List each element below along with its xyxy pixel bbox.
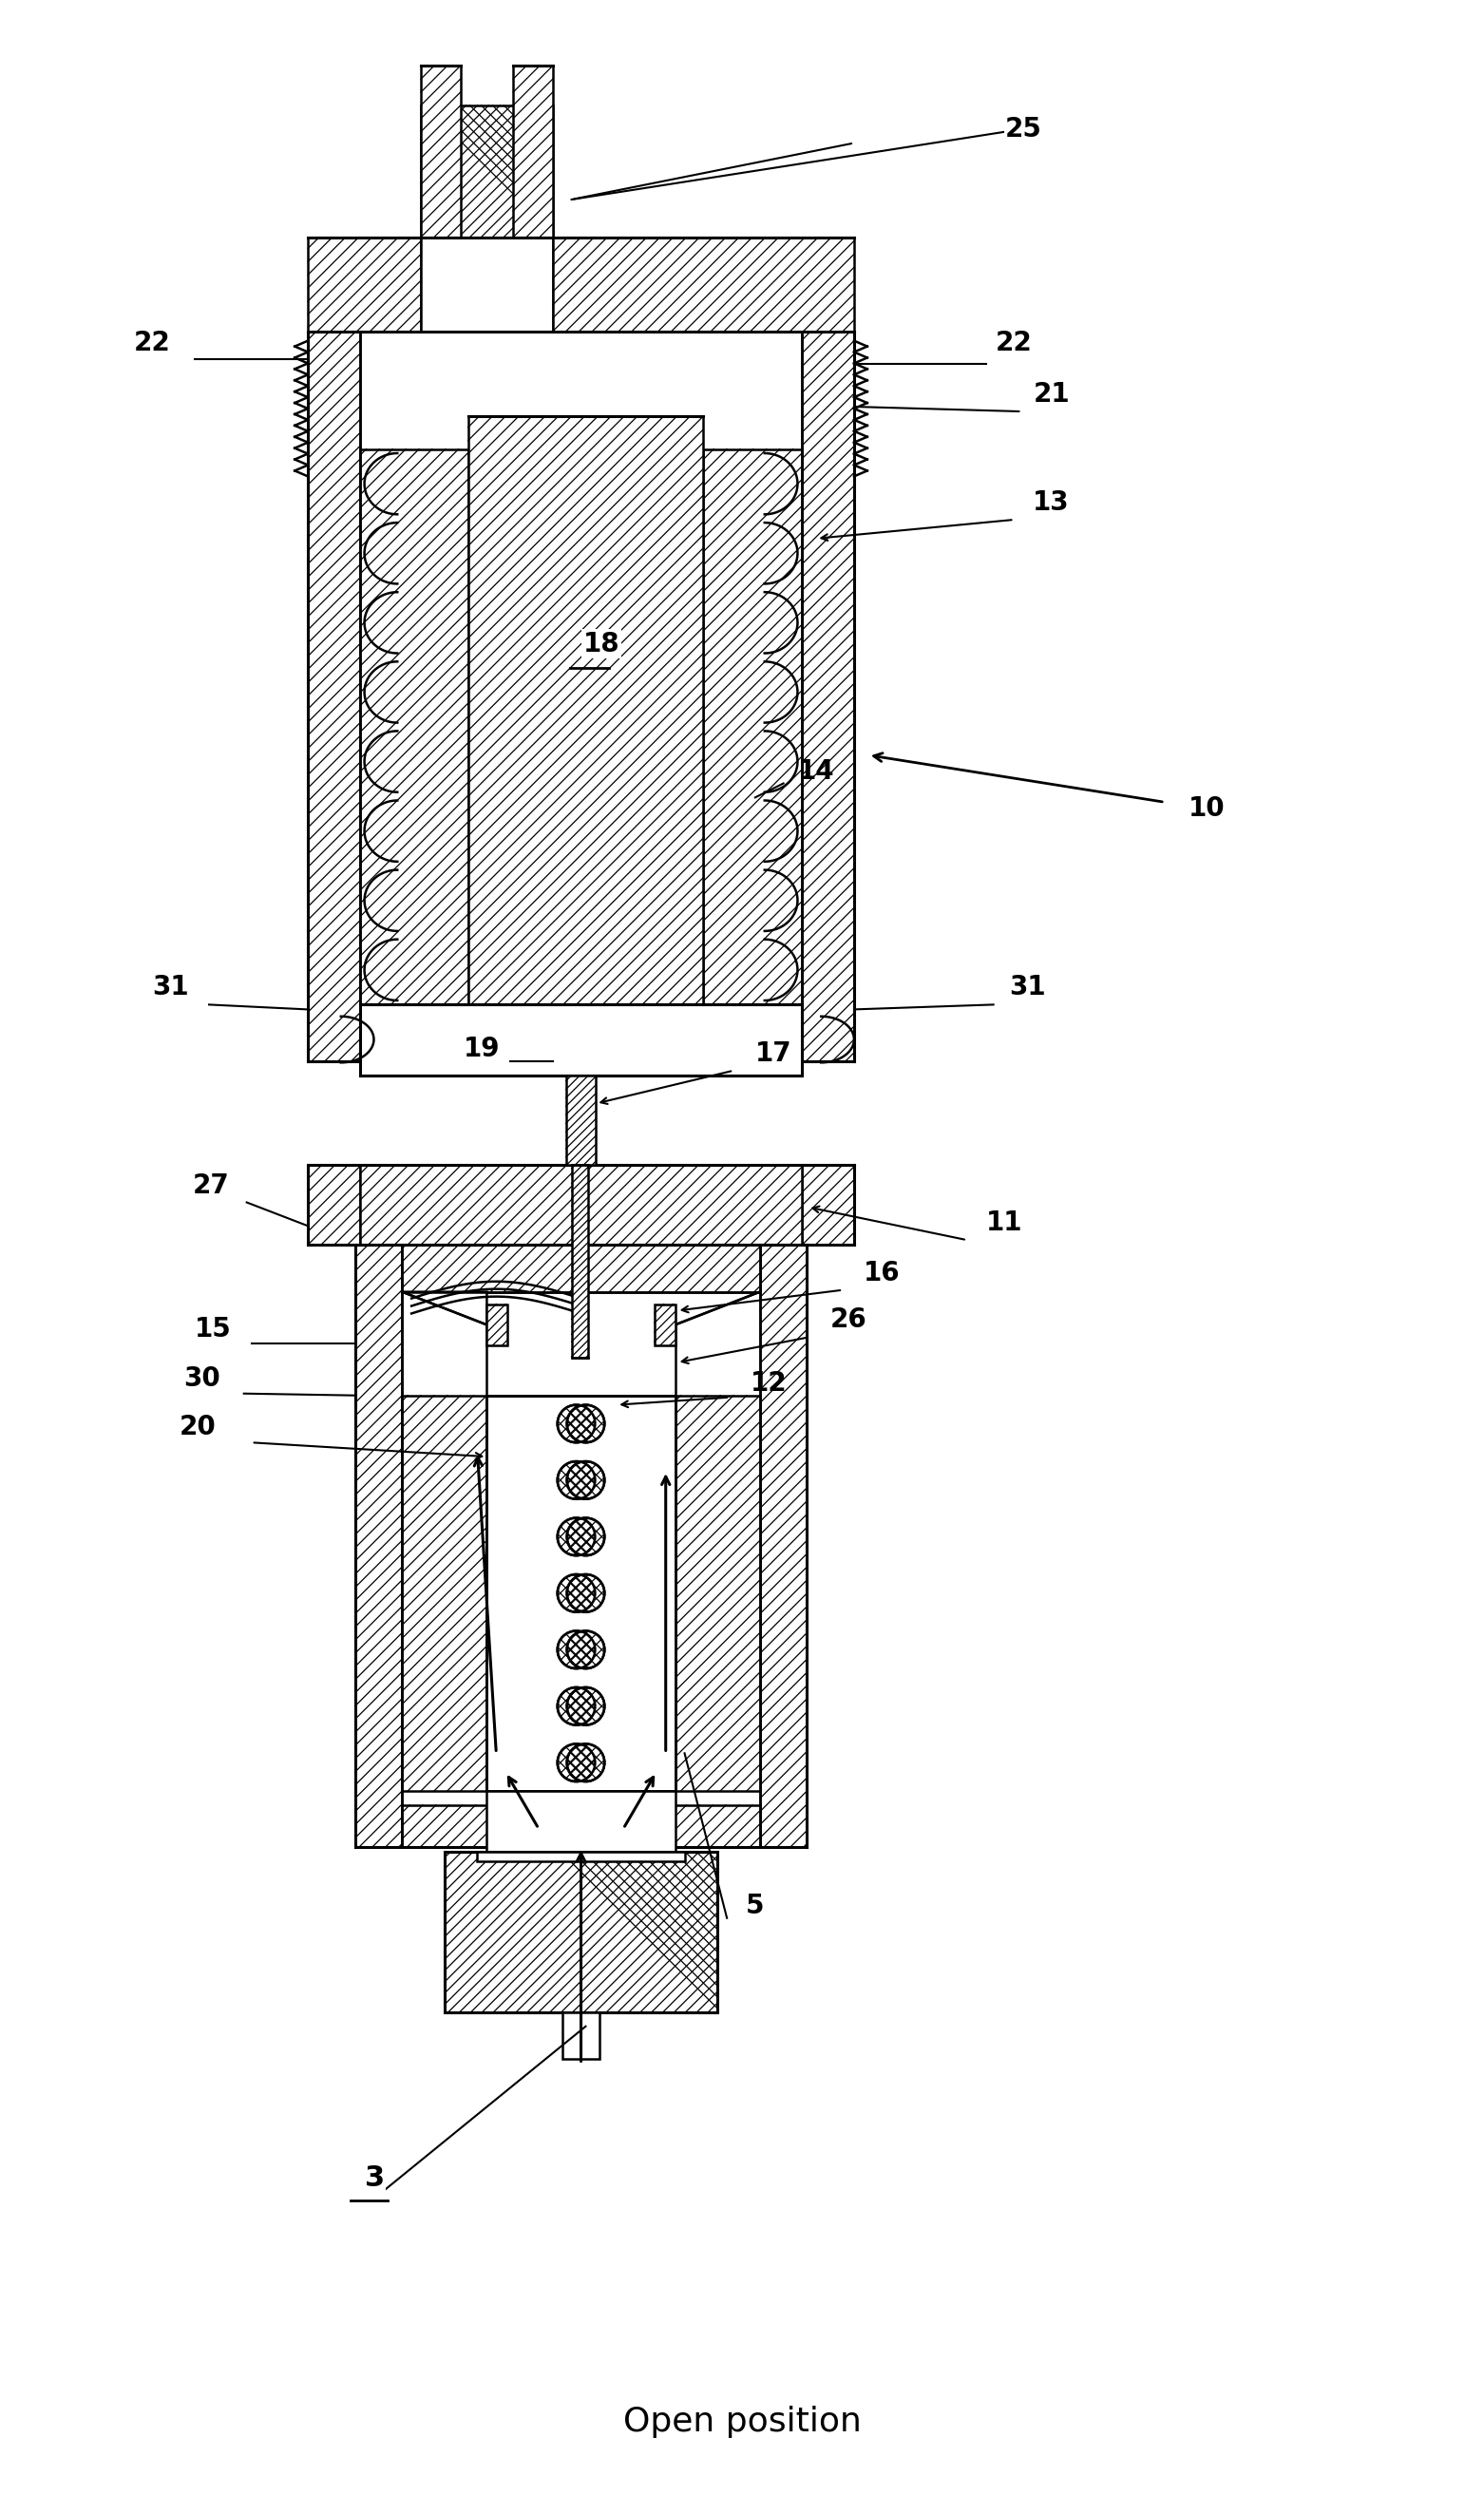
- Bar: [487, 1790, 675, 1853]
- Text: 14: 14: [797, 757, 834, 784]
- Text: 20: 20: [180, 1413, 215, 1441]
- Text: 5: 5: [746, 1893, 764, 1918]
- Bar: [402, 1395, 487, 1790]
- Text: 16: 16: [864, 1260, 901, 1287]
- Text: 17: 17: [755, 1041, 792, 1066]
- Text: Open position: Open position: [623, 2406, 861, 2439]
- Bar: [803, 332, 855, 1061]
- Bar: [487, 1395, 675, 1790]
- Bar: [552, 236, 855, 332]
- Text: 22: 22: [996, 329, 1031, 357]
- Text: 26: 26: [831, 1307, 867, 1332]
- Bar: [478, 1853, 684, 1860]
- Bar: [359, 450, 467, 1006]
- Circle shape: [558, 1745, 595, 1782]
- Bar: [421, 236, 552, 332]
- Polygon shape: [675, 1292, 760, 1325]
- Bar: [803, 1164, 855, 1244]
- Circle shape: [558, 1574, 595, 1611]
- Circle shape: [567, 1687, 604, 1725]
- Circle shape: [567, 1518, 604, 1556]
- Text: 13: 13: [1033, 490, 1070, 515]
- Text: 15: 15: [194, 1317, 232, 1342]
- Bar: [421, 65, 460, 236]
- Bar: [703, 450, 803, 1006]
- Bar: [513, 65, 552, 236]
- Circle shape: [558, 1687, 595, 1725]
- Circle shape: [558, 1405, 595, 1443]
- Text: 12: 12: [751, 1370, 787, 1395]
- Bar: [654, 1305, 675, 1345]
- Bar: [421, 106, 552, 236]
- Circle shape: [567, 1745, 604, 1782]
- Circle shape: [558, 1461, 595, 1498]
- Text: 25: 25: [1005, 116, 1042, 143]
- Circle shape: [567, 1461, 604, 1498]
- Text: 31: 31: [153, 975, 190, 1001]
- Text: 3: 3: [365, 2165, 384, 2192]
- Bar: [402, 1244, 760, 1292]
- Circle shape: [558, 1518, 595, 1556]
- Circle shape: [567, 1632, 604, 1669]
- Bar: [444, 1853, 718, 2011]
- Text: 19: 19: [463, 1036, 500, 1061]
- Bar: [487, 1305, 508, 1345]
- Text: 31: 31: [1009, 975, 1046, 1001]
- Bar: [402, 1805, 760, 1848]
- Bar: [444, 1853, 718, 2011]
- Circle shape: [558, 1632, 595, 1669]
- Bar: [307, 1164, 359, 1244]
- Text: 30: 30: [184, 1365, 221, 1393]
- Bar: [562, 2011, 600, 2059]
- Bar: [307, 236, 421, 332]
- Bar: [359, 1164, 803, 1244]
- Text: 11: 11: [985, 1209, 1022, 1237]
- Bar: [565, 1076, 597, 1164]
- Bar: [307, 332, 359, 1061]
- Text: 22: 22: [134, 329, 171, 357]
- Text: 18: 18: [583, 631, 619, 656]
- Circle shape: [567, 1574, 604, 1611]
- Bar: [487, 1395, 675, 1790]
- Text: 27: 27: [193, 1172, 230, 1199]
- Bar: [675, 1395, 760, 1790]
- Polygon shape: [402, 1292, 487, 1325]
- Text: 10: 10: [1189, 794, 1224, 822]
- Bar: [760, 1244, 807, 1848]
- Bar: [467, 417, 703, 1008]
- Bar: [355, 1244, 402, 1848]
- Text: 21: 21: [1033, 382, 1070, 407]
- Circle shape: [567, 1405, 604, 1443]
- Bar: [359, 1006, 803, 1076]
- Bar: [571, 1164, 589, 1358]
